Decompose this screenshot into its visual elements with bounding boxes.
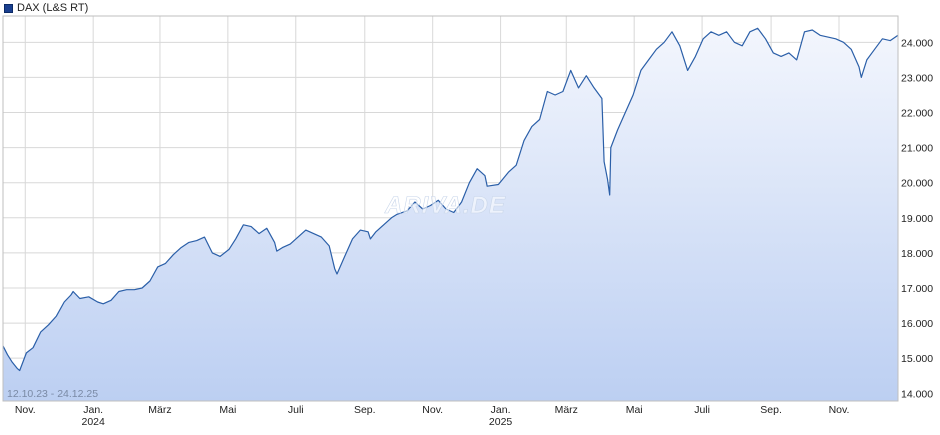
- y-tick-label: 24.000: [901, 37, 933, 49]
- x-tick-label: März: [148, 404, 171, 416]
- legend-label: DAX (L&S RT): [17, 2, 89, 14]
- x-tick-label: Jan.: [83, 404, 103, 416]
- x-tick-label: Mai: [626, 404, 643, 416]
- x-tick-label: Sep.: [760, 404, 782, 416]
- x-tick-year-label: 2024: [81, 416, 105, 428]
- y-tick-label: 22.000: [901, 108, 933, 120]
- y-tick-label: 17.000: [901, 283, 933, 295]
- series-line: [3, 27, 898, 372]
- plot-frame: [2, 15, 899, 402]
- y-tick-label: 15.000: [901, 353, 933, 365]
- x-tick-label: Nov.: [15, 404, 36, 416]
- y-tick-label: 23.000: [901, 72, 933, 84]
- date-range-label: 12.10.23 - 24.12.25: [7, 388, 98, 400]
- legend-swatch: [4, 3, 13, 13]
- x-tick-label: Sep.: [354, 404, 376, 416]
- x-tick-label: Juli: [288, 404, 304, 416]
- x-tick-label: Juli: [694, 404, 710, 416]
- watermark-text: ARIVA.DE: [384, 192, 506, 219]
- series-area: [3, 28, 898, 401]
- y-tick-label: 16.000: [901, 318, 933, 330]
- x-tick-label: Nov.: [829, 404, 850, 416]
- x-tick-label: Mai: [219, 404, 236, 416]
- x-tick-label: Jan.: [491, 404, 511, 416]
- plot-area: [3, 27, 898, 401]
- y-tick-label: 18.000: [901, 248, 933, 260]
- y-tick-label: 21.000: [901, 143, 933, 155]
- x-tick-label: März: [555, 404, 578, 416]
- y-tick-label: 14.000: [901, 388, 933, 400]
- y-axis: 14.000 15.000 16.000 17.000 18.000 19.000 20.0…: [901, 37, 933, 400]
- y-tick-label: 20.000: [901, 178, 933, 190]
- x-tick-label: Nov.: [422, 404, 443, 416]
- chart-legend: DAX (L&S RT): [4, 1, 88, 15]
- x-tick-year-label: 2025: [489, 416, 513, 428]
- y-tick-label: 19.000: [901, 213, 933, 225]
